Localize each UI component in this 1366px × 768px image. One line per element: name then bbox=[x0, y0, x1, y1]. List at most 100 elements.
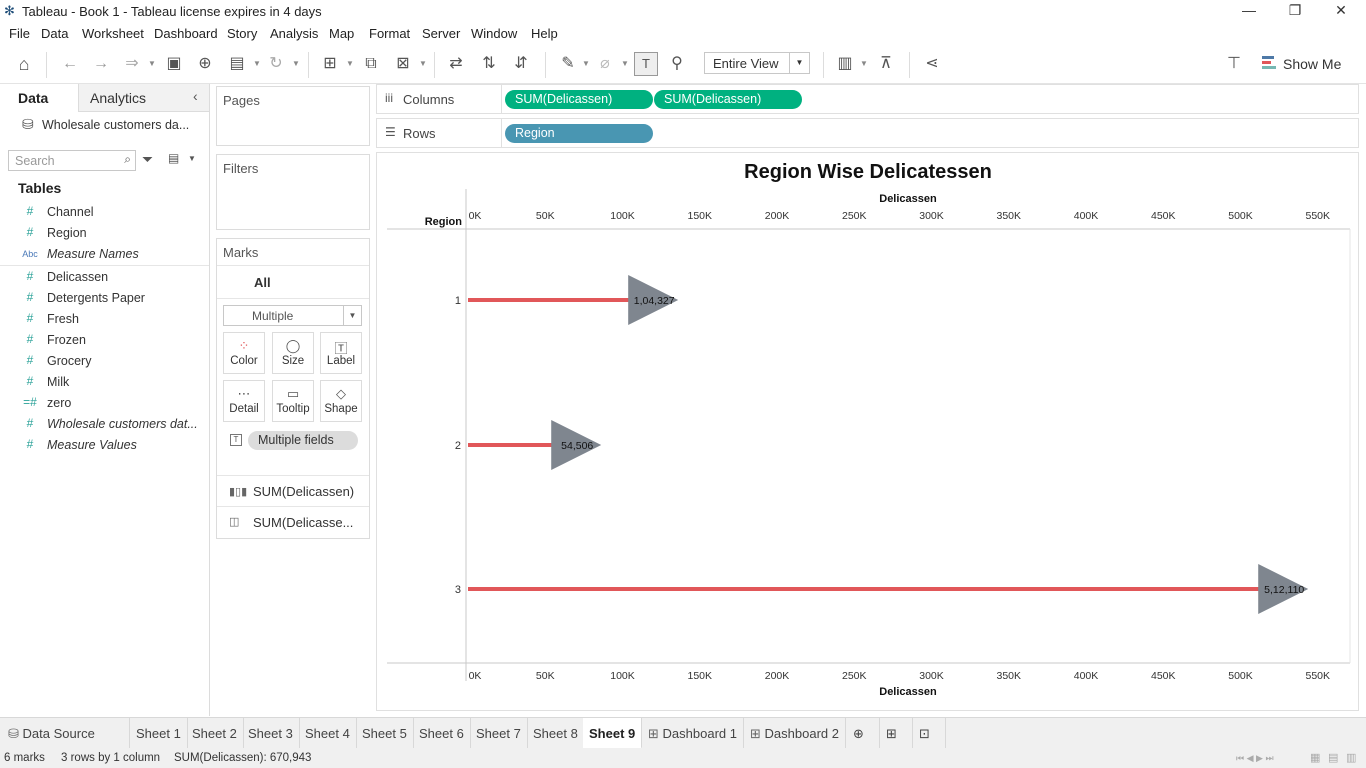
field-measure-names[interactable]: Abc Measure Names bbox=[0, 244, 209, 266]
tab-sheet-4[interactable]: Sheet 4 bbox=[299, 718, 357, 749]
region-chart[interactable]: Region Wise Delicatessen Delicassen Regi… bbox=[377, 153, 1359, 711]
detail-button[interactable]: ⋯ Detail bbox=[223, 380, 265, 422]
tab-sheet-2[interactable]: Sheet 2 bbox=[186, 718, 244, 749]
group-dropdown-icon[interactable]: ▼ bbox=[621, 59, 629, 68]
home-icon[interactable]: ⌂ bbox=[18, 54, 30, 74]
swap-rows-columns-icon[interactable]: ⇄ bbox=[449, 55, 463, 72]
undo-icon[interactable]: ← bbox=[62, 55, 78, 72]
mark-layer-bar[interactable]: ▮▯▮ SUM(Delicassen) bbox=[217, 475, 369, 507]
refresh-dropdown-icon[interactable]: ▼ bbox=[292, 59, 300, 68]
sort-descending-icon[interactable]: ⇵ bbox=[514, 55, 528, 72]
data-source-name[interactable]: Wholesale customers da... bbox=[42, 118, 190, 132]
marks-all-tab[interactable]: All bbox=[217, 265, 369, 299]
menu-worksheet[interactable]: Worksheet bbox=[82, 26, 144, 41]
view-options-icon[interactable]: ▤ bbox=[168, 151, 180, 165]
field-detergents-paper[interactable]: # Detergents Paper bbox=[0, 288, 209, 308]
tab-data-source[interactable]: ⛁ Data Source bbox=[0, 718, 130, 749]
restore-icon[interactable]: ❐ bbox=[1288, 2, 1302, 18]
color-button[interactable]: ⁘ Color bbox=[223, 332, 265, 374]
highlight-dropdown-icon[interactable]: ▼ bbox=[582, 59, 590, 68]
highlight-icon[interactable]: ✎ bbox=[561, 55, 575, 72]
sheet-sorter-icon[interactable]: ▦ bbox=[1310, 752, 1321, 764]
filmstrip-icon[interactable]: ▤ bbox=[1328, 752, 1339, 764]
duplicate-sheet-icon[interactable]: ⧉ bbox=[365, 55, 377, 72]
tooltip-button[interactable]: ▭ Tooltip bbox=[272, 380, 314, 422]
show-cards-icon[interactable]: ▥ bbox=[837, 55, 853, 72]
pause-updates-icon[interactable]: ▤ bbox=[229, 55, 245, 72]
show-mark-labels-icon[interactable]: T bbox=[634, 52, 658, 76]
shape-button[interactable]: ◇ Shape bbox=[320, 380, 362, 422]
multiple-fields-pill[interactable]: Multiple fields bbox=[248, 431, 358, 450]
tab-sheet-5[interactable]: Sheet 5 bbox=[356, 718, 414, 749]
field-milk[interactable]: # Milk bbox=[0, 372, 209, 392]
mark-layer-shape[interactable]: ◫ SUM(Delicasse... bbox=[217, 507, 369, 539]
tab-dashboard-1[interactable]: ⊞ Dashboard 1 bbox=[642, 718, 744, 749]
tab-dashboard-2[interactable]: ⊞ Dashboard 2 bbox=[744, 718, 846, 749]
tab-sheet-6[interactable]: Sheet 6 bbox=[413, 718, 471, 749]
tab-sheet-9[interactable]: Sheet 9 bbox=[583, 718, 643, 749]
filters-card[interactable]: Filters bbox=[216, 154, 370, 230]
tab-sheet-7[interactable]: Sheet 7 bbox=[470, 718, 528, 749]
pages-card[interactable]: Pages bbox=[216, 86, 370, 146]
new-worksheet-icon[interactable]: ⊞ bbox=[323, 55, 337, 72]
columns-shelf[interactable]: iii Columns SUM(Delicassen) SUM(Delicass… bbox=[376, 84, 1359, 114]
field-channel[interactable]: # Channel bbox=[0, 202, 209, 222]
field-grocery[interactable]: # Grocery bbox=[0, 351, 209, 371]
refresh-icon[interactable]: ↻ bbox=[269, 55, 283, 72]
format-painter-icon[interactable]: ⊤ bbox=[1227, 55, 1241, 72]
redo-icon[interactable]: → bbox=[93, 55, 109, 72]
sheet-navigation-icon[interactable]: ⏮ ◀ ▶ ⏭ bbox=[1236, 753, 1274, 763]
size-button[interactable]: ◯ Size bbox=[272, 332, 314, 374]
sort-ascending-icon[interactable]: ⇅ bbox=[482, 55, 496, 72]
fix-axes-icon[interactable]: ⚲ bbox=[671, 55, 683, 72]
menu-data[interactable]: Data bbox=[41, 26, 69, 41]
menu-map[interactable]: Map bbox=[329, 26, 355, 41]
tab-sheet-8[interactable]: Sheet 8 bbox=[527, 718, 585, 749]
new-data-source-icon[interactable]: ⊕ bbox=[198, 55, 212, 72]
rows-pill[interactable]: Region bbox=[505, 124, 653, 143]
tab-data[interactable]: Data bbox=[0, 84, 78, 112]
menu-analysis[interactable]: Analysis bbox=[270, 26, 319, 41]
replay-dropdown-icon[interactable]: ▼ bbox=[148, 59, 156, 68]
show-me-icon[interactable] bbox=[1262, 56, 1276, 72]
field-zero[interactable]: =# zero bbox=[0, 393, 209, 413]
menu-server[interactable]: Server bbox=[422, 26, 461, 41]
tabs-view-icon[interactable]: ▥ bbox=[1346, 752, 1357, 764]
field-region[interactable]: # Region bbox=[0, 223, 209, 243]
collapse-pane-icon[interactable]: ‹ bbox=[193, 88, 198, 104]
columns-pill[interactable]: SUM(Delicassen) bbox=[654, 90, 802, 109]
close-icon[interactable]: ✕ bbox=[1335, 2, 1347, 18]
tab-sheet-1[interactable]: Sheet 1 bbox=[130, 718, 188, 749]
view-options-dropdown-icon[interactable]: ▼ bbox=[188, 154, 196, 163]
columns-pill[interactable]: SUM(Delicassen) bbox=[505, 90, 653, 109]
menu-story[interactable]: Story bbox=[227, 26, 258, 41]
new-worksheet-tab-button[interactable]: ⊕ bbox=[847, 718, 880, 749]
field-fresh[interactable]: # Fresh bbox=[0, 309, 209, 329]
rows-shelf[interactable]: ☰ Rows Region bbox=[376, 118, 1359, 148]
show-cards-dropdown-icon[interactable]: ▼ bbox=[860, 59, 868, 68]
field-delicassen[interactable]: # Delicassen bbox=[0, 267, 209, 287]
tab-sheet-3[interactable]: Sheet 3 bbox=[242, 718, 300, 749]
new-dashboard-tab-button[interactable]: ⊞ bbox=[880, 718, 913, 749]
menu-window[interactable]: Window bbox=[471, 26, 518, 41]
show-me-button[interactable]: Show Me bbox=[1283, 56, 1342, 72]
field-frozen[interactable]: # Frozen bbox=[0, 330, 209, 350]
clear-dropdown-icon[interactable]: ▼ bbox=[419, 59, 427, 68]
group-members-icon[interactable]: ⌀ bbox=[600, 55, 610, 72]
field-wholesale-count[interactable]: # Wholesale customers dat... bbox=[0, 414, 209, 434]
share-icon[interactable]: ⋖ bbox=[925, 55, 939, 72]
menu-dashboard[interactable]: Dashboard bbox=[154, 26, 218, 41]
menu-file[interactable]: File bbox=[9, 26, 30, 41]
menu-help[interactable]: Help bbox=[531, 26, 558, 41]
new-story-tab-button[interactable]: ⊡ bbox=[913, 718, 946, 749]
pause-dropdown-icon[interactable]: ▼ bbox=[253, 59, 261, 68]
clear-sheet-icon[interactable]: ⊠ bbox=[396, 55, 410, 72]
label-button[interactable]: 🅃 Label bbox=[320, 332, 362, 374]
minimize-icon[interactable]: — bbox=[1242, 2, 1256, 18]
save-icon[interactable]: ▣ bbox=[166, 55, 182, 72]
tab-analytics[interactable]: Analytics ‹ bbox=[78, 84, 209, 112]
viz-canvas[interactable]: Region Wise Delicatessen Delicassen Regi… bbox=[376, 152, 1359, 711]
presentation-mode-icon[interactable]: ⊼ bbox=[880, 55, 892, 72]
fit-dropdown[interactable]: Entire View ▼ bbox=[704, 52, 810, 74]
new-worksheet-dropdown-icon[interactable]: ▼ bbox=[346, 59, 354, 68]
